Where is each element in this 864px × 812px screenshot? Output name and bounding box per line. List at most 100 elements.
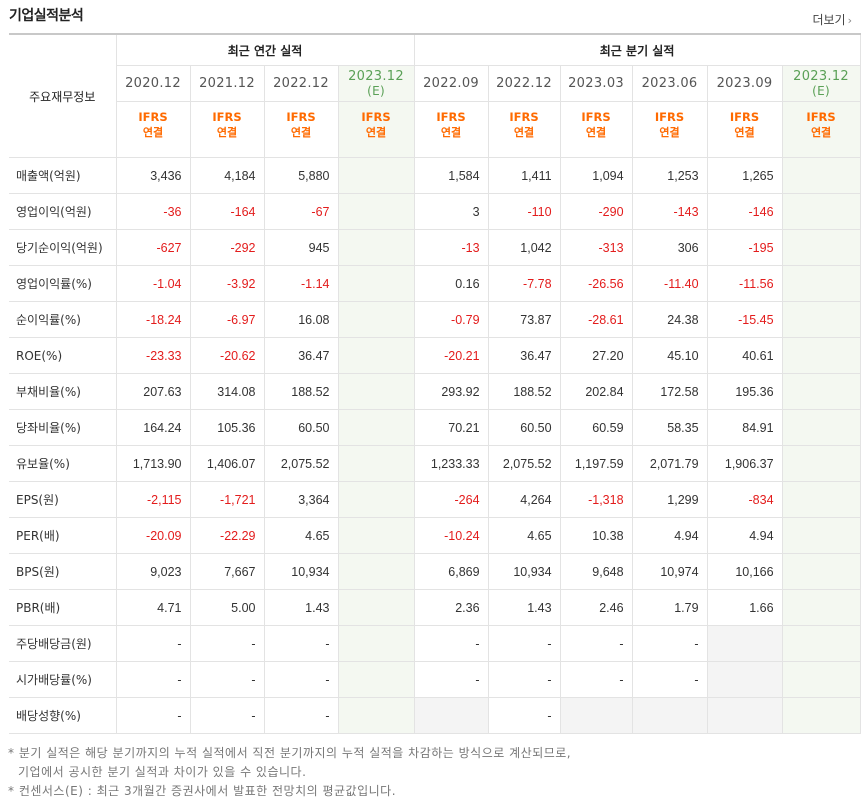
table-cell: 3,364 (263, 481, 339, 518)
table-cell: - (189, 697, 265, 734)
table-cell: 84.91 (706, 409, 783, 446)
row-label: ROE(%) (9, 337, 117, 374)
table-cell (781, 661, 861, 698)
table-cell: -20.21 (413, 337, 489, 374)
table-cell: 188.52 (263, 373, 339, 410)
accounting-standard: IFRS 연결 (631, 101, 708, 158)
period-header: 2023.12 (E) (337, 65, 415, 102)
table-cell: 1.66 (706, 589, 783, 626)
table-cell: 60.59 (559, 409, 633, 446)
table-cell: - (263, 661, 339, 698)
table-cell (781, 409, 861, 446)
table-cell: 4.94 (706, 517, 783, 554)
table-cell: 1,406.07 (189, 445, 265, 482)
period-label: 2022.09 (423, 76, 479, 91)
basis-label: 연결 (142, 126, 164, 139)
table-cell (781, 229, 861, 266)
accounting-standard: IFRS 연결 (706, 101, 783, 158)
table-cell: - (631, 625, 708, 662)
table-cell (781, 589, 861, 626)
table-cell: - (115, 661, 191, 698)
table-cell (337, 553, 415, 590)
standard-label: IFRS (138, 110, 168, 124)
period-header: 2023.09 (706, 65, 783, 102)
table-cell: -2,115 (115, 481, 191, 518)
more-link[interactable]: 더보기 › (812, 11, 852, 28)
standard-label: IFRS (806, 110, 836, 124)
table-cell: 16.08 (263, 301, 339, 338)
table-cell: -1,721 (189, 481, 265, 518)
table-cell: -26.56 (559, 265, 633, 302)
table-cell: - (559, 661, 633, 698)
table-cell: 293.92 (413, 373, 489, 410)
table-cell (337, 517, 415, 554)
row-label: BPS(원) (9, 553, 117, 590)
table-cell: 1,197.59 (559, 445, 633, 482)
table-cell (337, 265, 415, 302)
period-label: 2023.09 (716, 76, 773, 91)
table-cell: 2,075.52 (263, 445, 339, 482)
estimate-mark: (E) (812, 83, 830, 98)
table-cell: 1,906.37 (706, 445, 783, 482)
period-header: 2023.06 (631, 65, 708, 102)
table-cell (631, 697, 708, 734)
table-cell: 36.47 (263, 337, 339, 374)
table-cell: 4.65 (487, 517, 561, 554)
chevron-right-icon: › (847, 14, 852, 27)
table-cell (337, 697, 415, 734)
financial-table: 주요재무정보 최근 연간 실적 최근 분기 실적 2020.12 2021.12 2… (9, 33, 861, 734)
table-row: ROE(%) -23.33 -20.62 36.47 -20.21 36.47 27.20 4… (9, 337, 861, 374)
table-cell: 10,166 (706, 553, 783, 590)
table-cell (337, 409, 415, 446)
table-row: PER(배) -20.09 -22.29 4.65 -10.24 4.65 10.38 4.9… (9, 517, 861, 554)
table-cell: -22.29 (189, 517, 265, 554)
table-cell: -11.56 (706, 265, 783, 302)
table-cell (337, 661, 415, 698)
table-cell: 1,253 (631, 157, 708, 194)
row-label: PER(배) (9, 517, 117, 554)
table-cell: 4,264 (487, 481, 561, 518)
row-label: 배당성향(%) (9, 697, 117, 734)
standard-label: IFRS (509, 110, 539, 124)
row-label: 매출액(억원) (9, 157, 117, 194)
table-cell: 6,869 (413, 553, 489, 590)
table-cell: -23.33 (115, 337, 191, 374)
table-row: EPS(원) -2,115 -1,721 3,364 -264 4,264 -1,318 1,… (9, 481, 861, 518)
table-cell: 45.10 (631, 337, 708, 374)
table-cell: -28.61 (559, 301, 633, 338)
table-cell (337, 589, 415, 626)
table-cell (781, 625, 861, 662)
table-cell: - (413, 661, 489, 698)
accounting-standard: IFRS 연결 (263, 101, 339, 158)
table-cell: 3 (413, 193, 489, 230)
table-cell: -313 (559, 229, 633, 266)
basis-label: 연결 (290, 126, 312, 139)
period-header: 2023.03 (559, 65, 633, 102)
period-header: 2021.12 (189, 65, 265, 102)
table-cell: 2.36 (413, 589, 489, 626)
table-cell: -264 (413, 481, 489, 518)
table-cell: 1,584 (413, 157, 489, 194)
standard-label: IFRS (286, 110, 316, 124)
accounting-standard: IFRS 연결 (413, 101, 489, 158)
table-cell: 70.21 (413, 409, 489, 446)
table-cell: 24.38 (631, 301, 708, 338)
accounting-standard: IFRS 연결 (487, 101, 561, 158)
row-label: 당좌비율(%) (9, 409, 117, 446)
group-quarter-header: 최근 분기 실적 (413, 33, 861, 66)
accounting-standard: IFRS 연결 (337, 101, 415, 158)
table-cell (781, 301, 861, 338)
period-header: 2023.12 (E) (781, 65, 861, 102)
basis-label: 연결 (659, 126, 680, 139)
table-cell: - (487, 625, 561, 662)
table-cell: -1.14 (263, 265, 339, 302)
table-cell: -7.78 (487, 265, 561, 302)
table-cell: -3.92 (189, 265, 265, 302)
table-cell: -195 (706, 229, 783, 266)
accounting-standard: IFRS 연결 (559, 101, 633, 158)
table-cell: 172.58 (631, 373, 708, 410)
table-cell (337, 301, 415, 338)
basis-label: 연결 (734, 126, 755, 139)
table-cell: 195.36 (706, 373, 783, 410)
table-cell (706, 661, 783, 698)
